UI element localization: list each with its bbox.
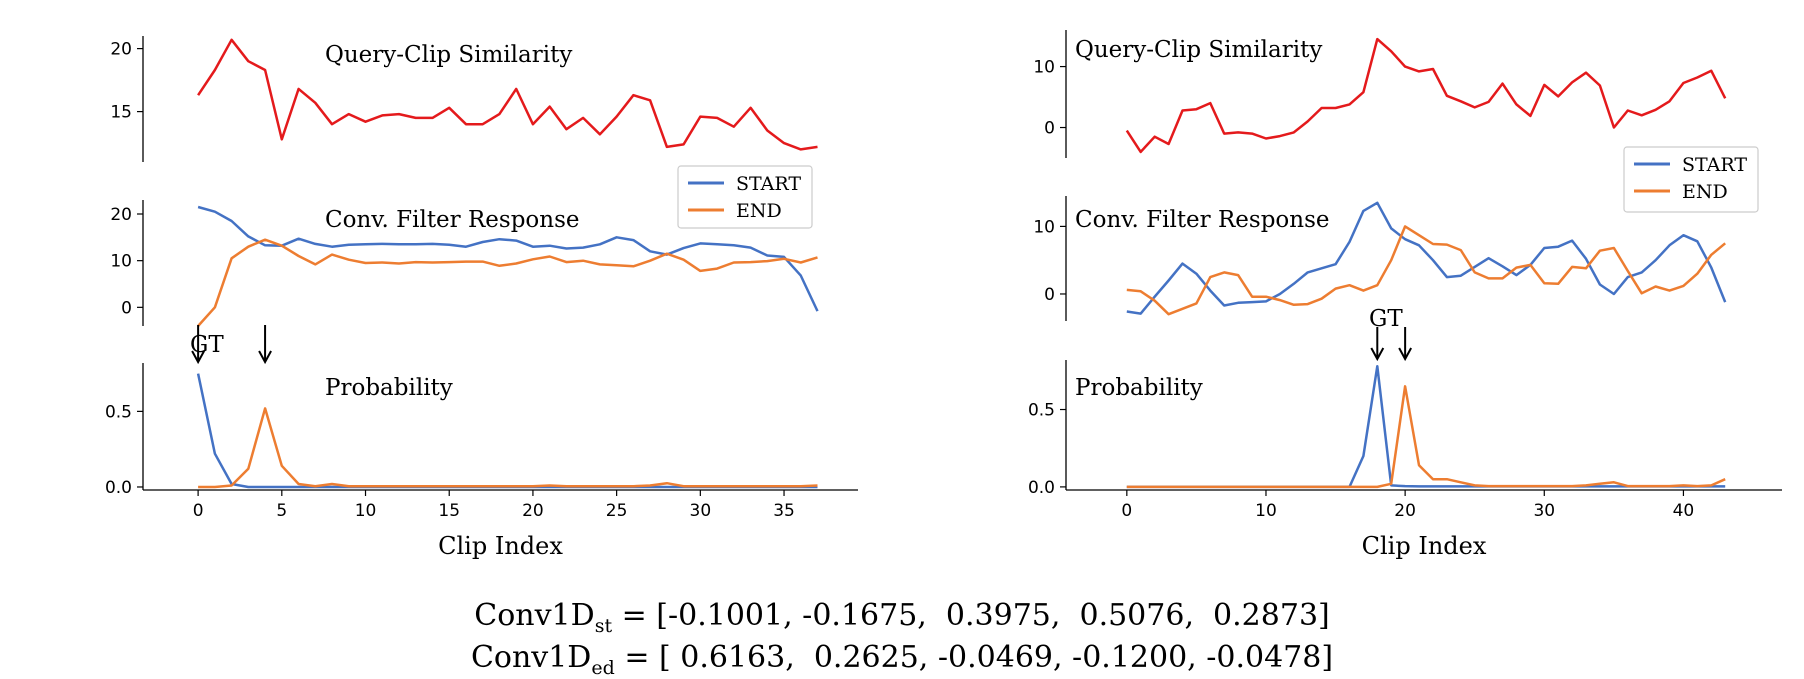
chart2-x-tick-label: 40	[1673, 501, 1695, 521]
chart1-panel2-y-tick-label: 10	[110, 252, 132, 272]
chart1-gt-arrow-head	[191, 350, 205, 365]
chart2-panel1-similarity-line	[1125, 37, 1727, 154]
chart2-x-tick-label: 0	[1121, 501, 1132, 521]
chart1-x-tick-label: 5	[276, 501, 287, 521]
formula-ed-subscript: ed	[591, 657, 615, 679]
chart1-panel2-y-tick-label: 0	[121, 298, 132, 318]
chart1-x-tick-label: 20	[522, 501, 544, 521]
chart2-x-label: Clip Index	[1362, 532, 1487, 560]
chart2-panel1-y-tick-label: 10	[1033, 58, 1055, 78]
chart1-panel2-start-line	[197, 205, 819, 312]
chart2-x-tick-label: 10	[1255, 501, 1277, 521]
chart1-gt-label: GT	[190, 332, 224, 358]
chart2-panel2-legend-label-start: START	[1682, 154, 1747, 176]
chart1-panel3-y-tick-label: 0.5	[105, 402, 132, 422]
chart1-panel3-title: Probability	[325, 375, 453, 401]
chart2-panel3-y-tick-label: 0.0	[1028, 478, 1055, 498]
chart2-panel3-start-line	[1126, 364, 1726, 489]
chart2-panel3-end-line	[1126, 385, 1726, 489]
chart1-x-tick-label: 10	[355, 501, 377, 521]
chart1-panel2-legend-label-start: START	[736, 173, 801, 195]
chart2-panel1-title: Query-Clip Similarity	[1075, 37, 1322, 63]
chart1-x-tick-label: 25	[606, 501, 628, 521]
chart-figure: 15 20 Query-Clip Similarity 0 10 20 Conv. Filt…	[105, 30, 1782, 560]
chart1-panel2-title: Conv. Filter Response	[325, 207, 580, 233]
chart2-panel2-legend-label-end: END	[1682, 181, 1728, 203]
chart1-panel1-y-tick-label: 15	[110, 103, 132, 123]
chart2-panel2-y-tick-label: 0	[1044, 285, 1055, 305]
formula-st-name: Conv1D	[474, 598, 595, 633]
formula-st-subscript: st	[594, 615, 613, 637]
chart2-gt-arrow-head	[1398, 347, 1413, 362]
formula-st-values: = [-0.1001, -0.1675, 0.3975, 0.5076, 0.2…	[621, 598, 1330, 633]
chart1-x-tick-label: 15	[438, 501, 460, 521]
chart1-panel3-start-line	[196, 373, 818, 489]
formula-ed-values: = [ 0.6163, 0.2625, -0.0469, -0.1200, -0…	[624, 640, 1334, 675]
chart2-x-tick-label: 20	[1394, 501, 1416, 521]
chart1-panel1-similarity-line	[197, 38, 818, 151]
chart1-panel2-end-line	[197, 238, 818, 327]
formula-conv1d-start: Conv1Dst = [-0.1001, -0.1675, 0.3975, 0.…	[0, 598, 1804, 637]
chart1-panel3-y-tick-label: 0.0	[105, 478, 132, 498]
chart1-panel1-y-tick-label: 20	[110, 40, 132, 60]
formula-ed-name: Conv1D	[470, 640, 592, 675]
chart2-panel2-title: Conv. Filter Response	[1075, 207, 1330, 233]
chart2-panel3-y-tick-label: 0.5	[1028, 401, 1055, 421]
chart1-x-tick-label: 30	[690, 501, 712, 521]
chart1-x-tick-label: 35	[773, 501, 795, 521]
chart2-panel2-start-line	[1126, 201, 1727, 315]
formula-conv1d-end: Conv1Ded = [ 0.6163, 0.2625, -0.0469, -0…	[0, 640, 1804, 679]
chart1-panel1-title: Query-Clip Similarity	[325, 42, 572, 68]
chart1-panel2-y-tick-label: 20	[110, 205, 132, 225]
chart2-x-tick-label: 30	[1533, 501, 1555, 521]
chart1-gt-arrow-head	[258, 350, 272, 365]
chart2-gt-arrow-head	[1370, 347, 1385, 362]
chart1-x-label: Clip Index	[438, 532, 563, 560]
chart1-x-tick-label: 0	[193, 501, 204, 521]
chart2-gt-label: GT	[1369, 306, 1403, 332]
chart1-panel3-end-line	[198, 407, 818, 489]
chart2-panel1-y-tick-label: 0	[1044, 119, 1055, 139]
chart2-panel3-title: Probability	[1075, 375, 1203, 401]
chart1-panel2-legend-label-end: END	[736, 200, 782, 222]
chart2-panel2-y-tick-label: 10	[1033, 217, 1055, 237]
chart2-panel2-end-line	[1126, 225, 1726, 316]
